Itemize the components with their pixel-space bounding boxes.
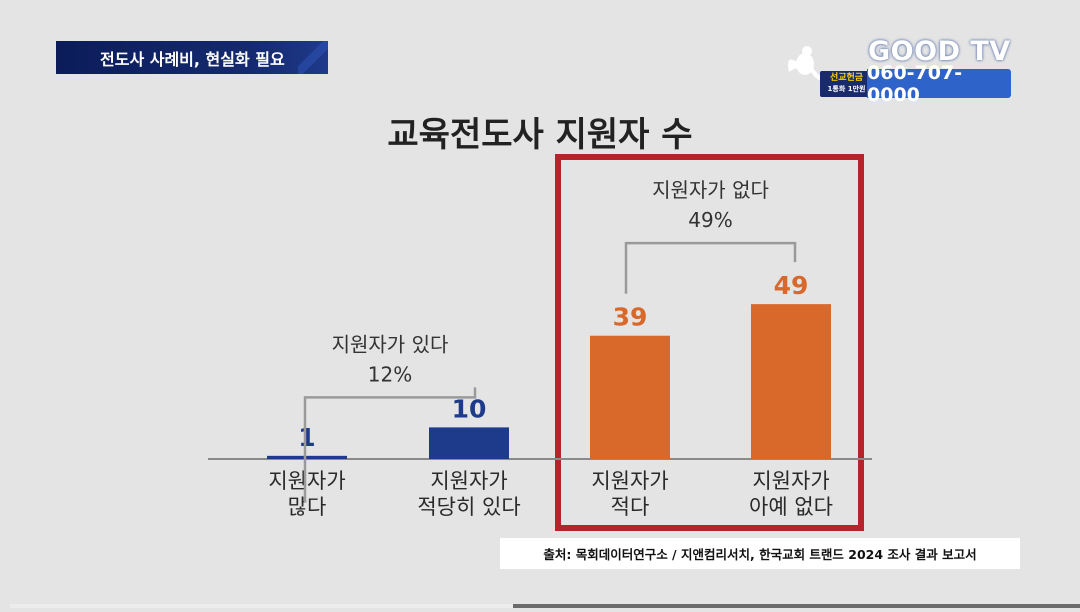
source-note: 출처: 목회데이터연구소 / 지앤컴리서치, 한국교회 트랜드 2024 조사 … bbox=[500, 538, 1020, 569]
data-label-1: 1 bbox=[298, 423, 315, 452]
category-label-2-line-2: 적당히 있다 bbox=[417, 495, 520, 519]
highlight-frame bbox=[555, 154, 864, 531]
chart-title: 교육전도사 지원자 수 bbox=[387, 115, 692, 155]
badge-title: 선교헌금 bbox=[829, 73, 864, 83]
category-label-3-line-1: 지원자가 bbox=[591, 469, 668, 493]
donation-badge: 선교헌금 1통화 1만원 bbox=[820, 71, 873, 97]
data-label-2: 10 bbox=[452, 394, 487, 423]
category-label-2-line-1: 지원자가 bbox=[430, 469, 507, 493]
bar-1 bbox=[267, 455, 347, 459]
group-total-2: 49% bbox=[688, 208, 732, 232]
badge-subtitle: 1통화 1만원 bbox=[827, 85, 866, 93]
bar-4 bbox=[751, 304, 831, 459]
data-label-4: 49 bbox=[774, 271, 809, 300]
category-label-4-line-1: 지원자가 bbox=[752, 469, 829, 493]
brand-name: GOOD TV bbox=[868, 36, 1011, 67]
group-label-1: 지원자가 있다 bbox=[332, 332, 449, 356]
caption-banner: 전도사 사례비, 현실화 필요 bbox=[56, 41, 328, 74]
group-bracket-1 bbox=[303, 387, 477, 503]
bar-3 bbox=[590, 335, 670, 459]
group-bracket-2 bbox=[624, 241, 797, 294]
video-progress-fill bbox=[10, 604, 513, 608]
video-progress-bar[interactable] bbox=[10, 604, 1080, 608]
bar-2 bbox=[429, 427, 509, 459]
group-label-2: 지원자가 없다 bbox=[652, 178, 769, 202]
data-label-3: 39 bbox=[613, 303, 648, 332]
category-label-1-line-2: 많다 bbox=[288, 495, 327, 519]
group-total-1: 12% bbox=[368, 362, 412, 386]
category-label-4-line-2: 아예 없다 bbox=[749, 495, 833, 519]
category-label-3-line-2: 적다 bbox=[611, 495, 650, 519]
category-label-1-line-1: 지원자가 bbox=[268, 469, 345, 493]
caption-text: 전도사 사례비, 현실화 필요 bbox=[100, 49, 285, 69]
